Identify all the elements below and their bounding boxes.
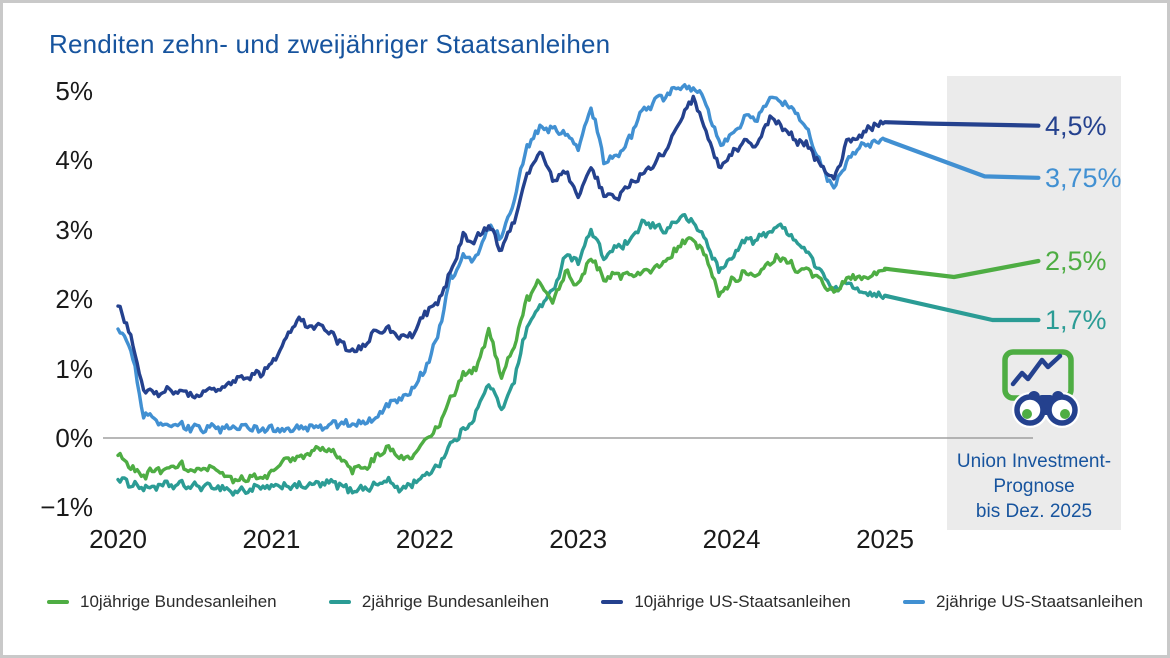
y-tick-label: 4% [55, 145, 93, 176]
y-tick-label: 3% [55, 214, 93, 245]
series-line-us10 [116, 94, 887, 400]
legend-item: 10jährige US-Staatsanleihen [601, 592, 851, 612]
legend-label: 2jährige Bundesanleihen [361, 592, 550, 611]
forecast-line-de02 [882, 293, 1041, 323]
chart-title: Renditen zehn- und zweijähriger Staatsan… [49, 29, 611, 59]
legend-label: 10jährige US-Staatsanleihen [634, 592, 851, 611]
x-tick-label: 2025 [856, 524, 914, 554]
legend-item: 2jährige Bundesanleihen [328, 592, 550, 612]
forecast-caption-line: Prognose [993, 476, 1075, 497]
y-tick-label: 5% [55, 76, 93, 106]
y-tick-label: −1% [40, 492, 93, 523]
forecast-line-us10 [882, 120, 1041, 128]
x-tick-label: 2023 [549, 524, 608, 554]
chart-canvas [103, 83, 1041, 497]
series-line-de02 [116, 212, 887, 497]
forecast-line-us02 [882, 137, 1041, 180]
y-tick-label: 0% [55, 423, 93, 453]
legend-item: 10jährige Bundesanleihen [47, 592, 277, 612]
legend-swatch-icon [328, 600, 351, 604]
x-tick-label: 2021 [242, 524, 301, 554]
forecast-caption-line: bis Dez. 2025 [975, 501, 1093, 522]
series-line-us02 [116, 83, 887, 435]
chart-legend: 10jährige Bundesanleihen 2jährige Bundesa… [47, 587, 1143, 617]
legend-label: 2jährige US-Staatsanleihen [936, 592, 1143, 611]
forecast-caption-line: Union Investment- [956, 451, 1112, 472]
x-tick-label: 2024 [702, 524, 761, 554]
forecast-region [947, 76, 1121, 530]
series-line-de10 [116, 236, 887, 485]
x-tick-label: 2020 [89, 524, 147, 554]
chart-binoculars-icon [996, 347, 1082, 435]
legend-label: 10jährige Bundesanleihen [80, 592, 277, 611]
forecast-value-label-de10: 2,5% [1045, 246, 1107, 277]
forecast-caption: Union Investment- Prognose bis Dez. 2025 [947, 449, 1121, 524]
forecast-value-label-us10: 4,5% [1045, 110, 1107, 141]
legend-swatch-icon [903, 600, 926, 604]
legend-swatch-icon [47, 600, 69, 604]
y-tick-label: 1% [55, 353, 93, 384]
legend-item: 2jährige US-Staatsanleihen [903, 592, 1143, 612]
forecast-line-de10 [882, 258, 1041, 280]
legend-swatch-icon [601, 600, 624, 604]
forecast-value-label-us02: 3,75% [1045, 162, 1122, 193]
y-tick-label: 2% [55, 284, 93, 315]
x-tick-label: 2022 [395, 524, 454, 554]
forecast-value-label-de02: 1,7% [1045, 305, 1107, 336]
